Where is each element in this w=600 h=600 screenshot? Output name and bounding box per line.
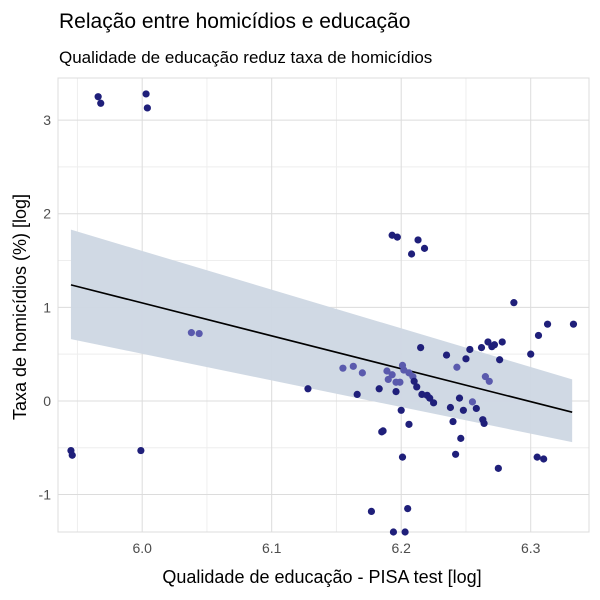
- confidence-band: [70, 229, 573, 443]
- data-point: [410, 377, 418, 385]
- data-point: [534, 331, 543, 340]
- data-point: [490, 341, 499, 349]
- data-point: [398, 453, 407, 461]
- data-point: [485, 377, 493, 385]
- data-point: [68, 451, 76, 459]
- data-point: [527, 350, 535, 358]
- data-point: [429, 399, 438, 407]
- data-point: [187, 329, 195, 337]
- y-tick-label: 3: [43, 112, 51, 128]
- x-tick-label: 6.2: [391, 540, 411, 556]
- tick-labels: 6.0 6.1 6.2 6.3 -1 0 1 2 3: [39, 112, 541, 556]
- data-point: [379, 427, 387, 435]
- data-point: [420, 244, 429, 252]
- data-point: [453, 363, 461, 371]
- data-point: [358, 369, 366, 377]
- data-point: [413, 383, 421, 391]
- data-point: [405, 420, 413, 428]
- data-point: [405, 369, 413, 377]
- data-point: [540, 455, 548, 463]
- data-point: [389, 528, 398, 536]
- y-tick-label: 0: [43, 393, 51, 409]
- x-axis-title: Qualidade de educação - PISA test [log]: [162, 567, 481, 587]
- data-point: [452, 450, 460, 458]
- data-point: [407, 250, 416, 258]
- y-tick-label: -1: [39, 487, 52, 503]
- data-point: [462, 355, 470, 363]
- data-point: [392, 387, 400, 396]
- data-point: [494, 464, 502, 472]
- data-point: [446, 403, 455, 412]
- data-point: [510, 299, 518, 307]
- data-point: [353, 390, 361, 398]
- data-point: [496, 356, 504, 364]
- data-point: [143, 104, 151, 112]
- chart-title: Relação entre homicídios e educação: [59, 10, 411, 33]
- data-point: [468, 398, 477, 406]
- points-layer: [67, 90, 578, 536]
- y-tick-label: 2: [43, 206, 51, 222]
- data-point: [480, 419, 488, 428]
- data-point: [393, 233, 401, 241]
- confidence-band-layer: [70, 229, 573, 443]
- data-point: [455, 394, 464, 402]
- data-point: [383, 367, 391, 375]
- data-point: [94, 93, 102, 101]
- panel-border: [57, 77, 590, 533]
- data-point: [392, 378, 400, 386]
- data-point: [195, 329, 203, 338]
- data-point: [466, 345, 474, 354]
- data-point: [459, 406, 467, 414]
- data-point: [533, 453, 541, 461]
- data-point: [404, 504, 412, 513]
- data-point: [367, 507, 376, 516]
- data-point: [349, 362, 357, 370]
- data-point: [97, 99, 105, 107]
- data-point: [449, 417, 457, 426]
- data-point: [397, 406, 405, 414]
- data-point: [142, 90, 150, 98]
- data-point: [401, 528, 409, 536]
- trend-line-layer: [70, 284, 573, 413]
- data-point: [137, 446, 145, 455]
- data-point: [417, 343, 425, 352]
- x-tick-label: 6.0: [132, 540, 152, 556]
- data-point: [569, 320, 578, 328]
- y-axis-title: Taxa de homicídios (%) [log]: [10, 194, 30, 420]
- data-point: [388, 371, 396, 379]
- data-point: [304, 385, 312, 393]
- data-point: [477, 343, 486, 352]
- data-point: [414, 236, 422, 244]
- y-tick-label: 1: [43, 299, 51, 315]
- data-point: [498, 338, 506, 346]
- x-tick-label: 6.1: [262, 540, 282, 556]
- data-point: [339, 364, 347, 372]
- data-point: [398, 361, 407, 369]
- data-point: [543, 320, 552, 328]
- data-point: [457, 434, 465, 442]
- data-point: [472, 404, 480, 413]
- data-point: [442, 351, 451, 359]
- chart-subtitle: Qualidade de educação reduz taxa de homi…: [59, 48, 433, 67]
- x-tick-label: 6.3: [521, 540, 541, 556]
- data-point: [375, 385, 383, 393]
- trend-line: [70, 284, 573, 413]
